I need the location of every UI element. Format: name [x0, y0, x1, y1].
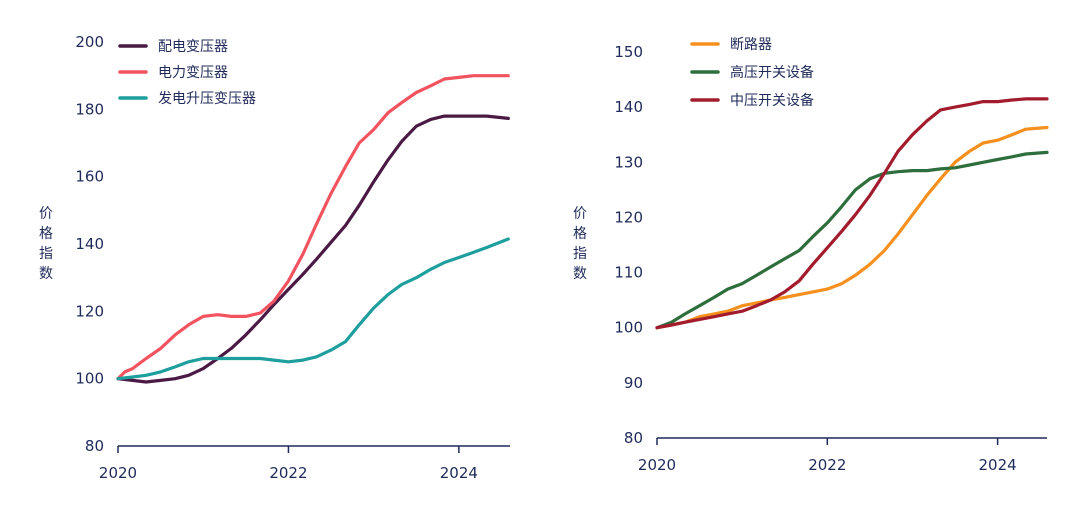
series-line-2 [655, 150, 1049, 330]
y-tick-label: 140 [75, 235, 104, 253]
legend-label: 配电变压器 [158, 39, 228, 55]
legend-label: 中压开关设备 [730, 92, 814, 109]
series-line-3 [116, 237, 510, 381]
series-line-1 [655, 125, 1049, 330]
y-tick-label: 100 [614, 319, 643, 337]
x-tick-label: 2022 [808, 456, 846, 474]
left-chart-panel: 2020 2022 2024 80 100 120 140 160 180 200 价格指数 配电变压… [39, 33, 510, 482]
y-tick-label: 140 [614, 98, 643, 116]
legend-label: 高压开关设备 [730, 64, 814, 81]
x-tick-label: 2020 [638, 456, 676, 474]
legend-label: 发电升压变压器 [158, 91, 256, 107]
y-tick-label: 120 [614, 208, 643, 226]
y-tick-label: 160 [75, 168, 104, 186]
legend-label: 断路器 [730, 37, 772, 53]
series-line-3 [655, 97, 1049, 330]
x-tick-label: 2020 [99, 464, 137, 482]
y-axis-label: 价格指数 [39, 206, 53, 282]
right-chart-panel: 2020 2022 2024 80 90 100 110 120 130 140 150 价格指数 断路… [573, 37, 1049, 474]
y-tick-label: 110 [614, 264, 643, 282]
y-tick-label: 100 [75, 370, 104, 388]
y-tick-label: 150 [614, 43, 643, 61]
y-axis-label: 价格指数 [573, 206, 587, 282]
y-tick-label: 200 [75, 33, 104, 51]
series-line-2 [116, 74, 510, 381]
x-tick-label: 2024 [979, 456, 1017, 474]
x-tick-label: 2024 [440, 464, 478, 482]
y-tick-label: 80 [85, 437, 104, 455]
y-tick-label: 90 [624, 374, 643, 392]
y-tick-label: 180 [75, 100, 104, 118]
y-tick-label: 120 [75, 302, 104, 320]
y-tick-label: 130 [614, 153, 643, 171]
legend-label: 电力变压器 [158, 65, 228, 81]
x-tick-label: 2022 [269, 464, 307, 482]
y-tick-label: 80 [624, 429, 643, 447]
series-line-1 [116, 114, 510, 384]
